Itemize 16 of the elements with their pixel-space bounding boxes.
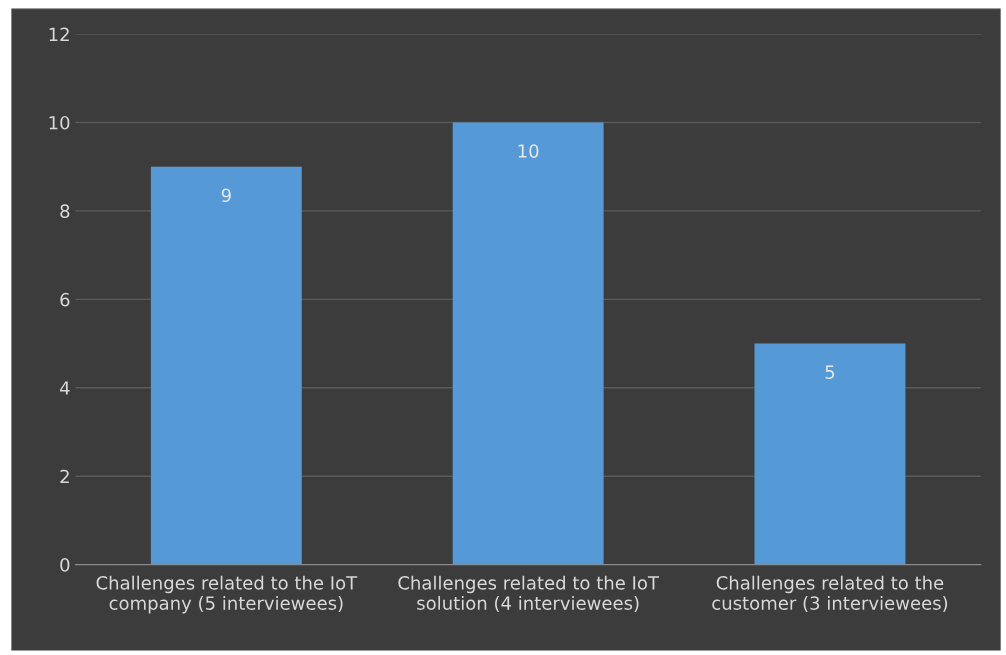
x-tick-label: Challenges related to the IoT company (5 interviewees) [96,575,358,614]
data-label: 9 [221,188,231,203]
y-tick-label: 6 [60,292,70,307]
y-tick-label: 4 [59,381,70,395]
data-label: 5 [825,365,835,379]
bar [452,122,604,565]
y-tick-label: 0 [60,558,70,572]
y-tick-label: 2 [60,469,69,484]
bar [754,343,906,565]
x-tick-label: Challenges related to the IoT solution (4 interviewees) [398,575,660,613]
x-tick-label: Challenges related to the customer (3 interviewees) [712,575,948,613]
y-tick-label: 8 [60,204,70,219]
data-label: 10 [518,144,539,158]
y-tick-label: 10 [49,115,70,130]
y-tick-label: 12 [49,27,69,41]
bar [150,166,302,565]
